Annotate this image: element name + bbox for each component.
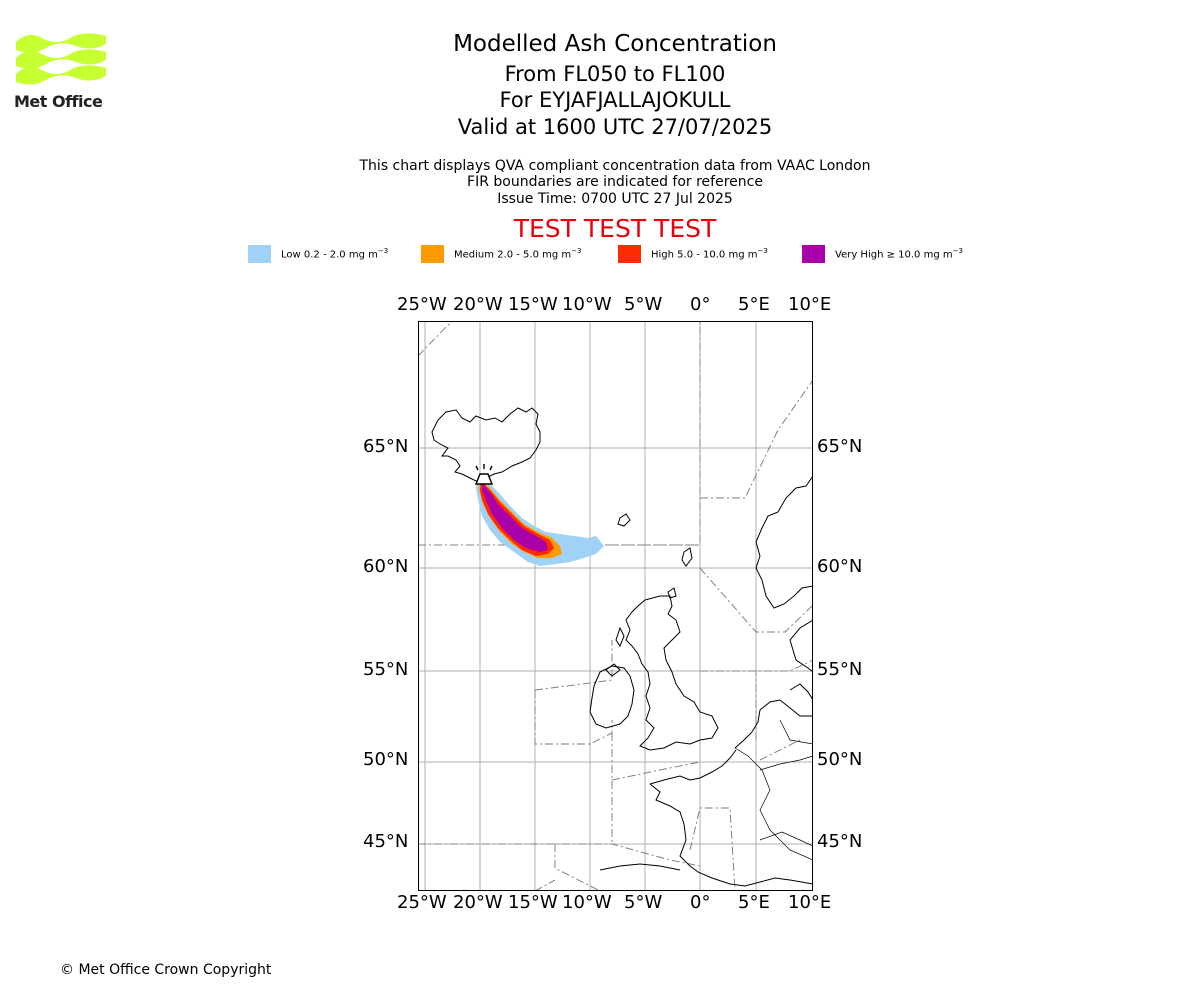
map-gridlines <box>418 321 813 891</box>
lat-label-left: 65°N <box>363 436 409 457</box>
lat-label-left: 45°N <box>363 831 409 852</box>
test-banner: TEST TEST TEST <box>513 214 717 243</box>
legend-swatch-medium <box>421 245 444 263</box>
lat-label-left: 50°N <box>363 749 409 770</box>
legend-label-high: High 5.0 - 10.0 mg m <box>651 249 758 261</box>
lon-label-top: 0° <box>690 294 711 315</box>
lat-label-right: 55°N <box>817 659 863 680</box>
iceland-coast <box>431 407 541 483</box>
lat-label-left: 60°N <box>363 556 409 577</box>
lat-label-left: 55°N <box>363 659 409 680</box>
legend-swatch-very-high <box>802 245 825 263</box>
legend-item-very-high: Very High ≥ 10.0 mg m−3 <box>802 244 963 264</box>
lon-label-bottom: 10°E <box>788 892 832 913</box>
met-office-logo <box>16 33 106 85</box>
continental-europe-coast <box>734 699 813 749</box>
lon-label-top: 5°W <box>624 294 663 315</box>
great-britain-coast <box>625 595 719 751</box>
legend-label-medium: Medium 2.0 - 5.0 mg m <box>454 249 572 261</box>
lon-label-bottom: 15°W <box>508 892 558 913</box>
volcano-name: For EYJAFJALLAJOKULL <box>499 88 731 112</box>
flight-level-range: From FL050 to FL100 <box>504 62 726 86</box>
lon-label-bottom: 0° <box>690 892 711 913</box>
map-background <box>418 321 813 891</box>
chart-title: Modelled Ash Concentration <box>453 31 777 57</box>
lon-label-top: 20°W <box>453 294 503 315</box>
lat-label-right: 65°N <box>817 436 863 457</box>
lon-label-bottom: 20°W <box>453 892 503 913</box>
copyright-notice: © Met Office Crown Copyright <box>60 962 272 978</box>
ash-plume <box>476 478 604 566</box>
lat-label-right: 60°N <box>817 556 863 577</box>
legend-item-medium: Medium 2.0 - 5.0 mg m−3 <box>421 244 581 264</box>
lon-label-top: 10°E <box>788 294 832 315</box>
lon-label-top: 15°W <box>508 294 558 315</box>
lat-label-right: 45°N <box>817 831 863 852</box>
faroe-coast <box>617 513 631 527</box>
ireland-coast <box>589 665 635 729</box>
coastlines <box>431 407 813 887</box>
ash-very-high <box>482 483 548 552</box>
description-line: This chart displays QVA compliant concen… <box>359 158 871 174</box>
lat-label-right: 50°N <box>817 749 863 770</box>
fir-note: FIR boundaries are indicated for referen… <box>467 174 763 190</box>
legend-swatch-high <box>618 245 641 263</box>
map-frame <box>418 321 813 891</box>
lon-label-top: 25°W <box>397 294 447 315</box>
lon-label-bottom: 5°E <box>738 892 770 913</box>
ash-concentration-map <box>418 321 813 891</box>
valid-time: Valid at 1600 UTC 27/07/2025 <box>457 115 773 139</box>
lon-label-bottom: 10°W <box>562 892 612 913</box>
ash-low <box>476 478 604 566</box>
volcano-icon <box>474 464 494 485</box>
norway-coast <box>755 475 813 609</box>
legend-item-low: Low 0.2 - 2.0 mg m−3 <box>248 244 388 264</box>
fir-boundaries <box>418 321 813 891</box>
logo-wordmark: Met Office <box>14 92 103 111</box>
lon-label-bottom: 5°W <box>624 892 663 913</box>
legend-swatch-low <box>248 245 271 263</box>
lon-label-top: 10°W <box>562 294 612 315</box>
legend-label-low: Low 0.2 - 2.0 mg m <box>281 249 378 261</box>
legend-label-very-high: Very High ≥ 10.0 mg m <box>835 249 953 261</box>
lon-label-top: 5°E <box>738 294 770 315</box>
lon-label-bottom: 25°W <box>397 892 447 913</box>
issue-time: Issue Time: 0700 UTC 27 Jul 2025 <box>497 191 733 207</box>
legend-item-high: High 5.0 - 10.0 mg m−3 <box>618 244 768 264</box>
